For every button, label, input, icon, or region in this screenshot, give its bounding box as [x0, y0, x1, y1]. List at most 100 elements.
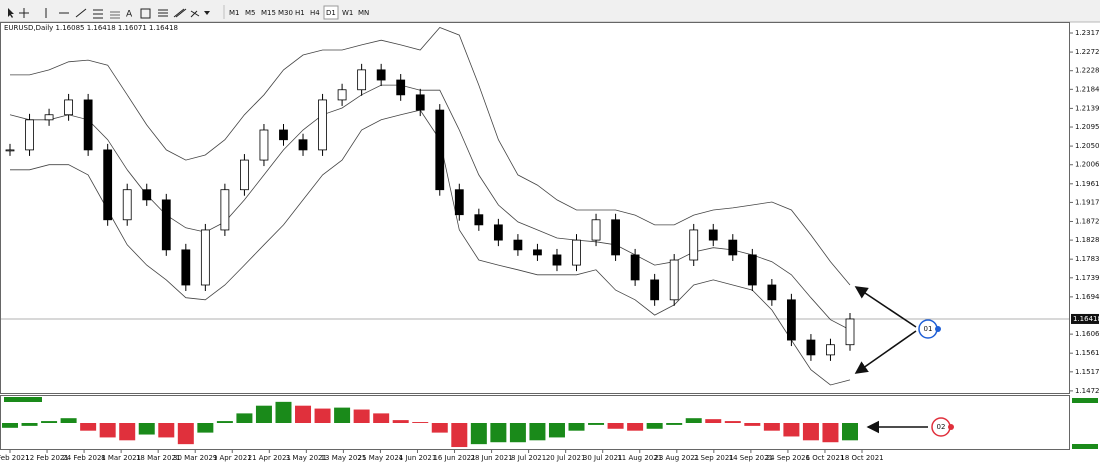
oscillator-bar	[158, 423, 175, 438]
current-price-box	[1071, 313, 1099, 324]
timeframe-button[interactable]: M15	[261, 9, 276, 17]
x-tick-label: 8 Jul 2021	[511, 454, 546, 462]
candle-body	[552, 254, 562, 266]
x-tick-label: 2 Sep 2021	[694, 454, 734, 462]
oscillator-bar	[802, 423, 819, 441]
candle-body	[493, 224, 503, 241]
oscillator-bar	[21, 423, 38, 426]
y-tick-label: 1.19610	[1075, 180, 1100, 188]
candle-body	[376, 69, 386, 81]
oscillator-bar	[197, 423, 214, 433]
oscillator-bar	[80, 423, 97, 431]
timeframe-button[interactable]: M1	[229, 9, 240, 17]
oscillator-bar	[236, 413, 253, 423]
oscillator-bar	[353, 409, 370, 423]
bollinger-lower	[10, 109, 851, 386]
candle-body	[64, 99, 74, 116]
oscillator-bar	[334, 407, 351, 423]
candle-body	[630, 254, 640, 281]
candle-body	[786, 299, 796, 341]
x-tick-label: 23 Aug 2021	[654, 454, 699, 462]
crosshair-tool[interactable]	[19, 8, 29, 18]
oscillator-bar	[822, 423, 839, 443]
candle-body	[454, 189, 464, 216]
oscillator-pane	[0, 395, 1070, 450]
oscillator-bar	[119, 423, 136, 441]
timeframe-button[interactable]: H1	[295, 9, 305, 17]
x-tick-label: 12 Feb 2021	[25, 454, 69, 462]
candle-body	[728, 239, 738, 256]
oscillator-bar	[627, 423, 644, 431]
y-tick-label: 1.19170	[1075, 198, 1100, 206]
annotation-arrows	[854, 286, 928, 434]
y-tick-label: 1.20060	[1075, 161, 1100, 169]
candle-body	[533, 249, 542, 256]
oscillator-bar	[138, 423, 155, 435]
y-tick-label: 1.20500	[1075, 142, 1100, 150]
channel-tool[interactable]	[93, 9, 103, 19]
candle-body	[396, 79, 406, 96]
timeframe-button[interactable]: MN	[358, 9, 369, 17]
candle-body	[5, 149, 15, 152]
y-tick-label: 1.23170	[1075, 29, 1100, 37]
text-tool[interactable]: A	[126, 10, 133, 20]
candle-body	[435, 109, 445, 191]
y-tick-label: 1.17390	[1075, 274, 1100, 282]
oscillator-bar	[509, 423, 526, 443]
fibo-tool[interactable]	[110, 11, 120, 19]
timeframe-button[interactable]: H4	[310, 9, 320, 17]
oscillator-bar	[431, 423, 448, 433]
cursor-tool[interactable]	[8, 8, 14, 18]
x-tick-label: 30 Jul 2021	[583, 454, 623, 462]
oscillator-bar	[490, 423, 507, 443]
x-tick-label: 18 Oct 2021	[840, 454, 883, 462]
toolbar-bg	[0, 0, 1100, 22]
shapes-tool[interactable]	[190, 10, 200, 18]
candle-body	[513, 239, 523, 251]
candle-body	[650, 279, 660, 301]
main-pane	[0, 22, 1070, 394]
lines-tool[interactable]	[158, 9, 168, 17]
y-tick-label: 1.15170	[1075, 368, 1100, 376]
timeframes: M1 M5 M15 M30 H1 H4 D1 W1 MN	[229, 5, 369, 20]
x-tick-label: 4 Jun 2021	[399, 454, 437, 462]
candle-body	[708, 229, 718, 241]
price-layer	[1, 27, 1069, 386]
y-tick-label: 1.16060	[1075, 330, 1100, 338]
candle-body	[357, 69, 367, 91]
label-tool[interactable]	[140, 8, 151, 19]
oscillator-bar	[412, 422, 429, 423]
timeframe-button[interactable]: D1	[326, 9, 336, 17]
current-price-label: 1.16418	[1073, 315, 1100, 323]
annotation-dot	[948, 424, 954, 430]
oscillator-bar	[451, 423, 468, 448]
oscillator-bar	[646, 423, 663, 429]
oscillator-bar	[588, 423, 605, 425]
x-tick-label: 1 Feb 2021	[0, 454, 30, 462]
y-tick-label: 1.21840	[1075, 85, 1100, 93]
trendline-tool[interactable]	[75, 8, 87, 18]
candle-body	[259, 129, 269, 161]
x-tick-label: 24 Sep 2021	[766, 454, 810, 462]
candle-body	[669, 259, 679, 301]
x-tick-label: 11 Aug 2021	[617, 454, 662, 462]
timeframe-active	[323, 5, 339, 20]
x-tick-label: 28 Jun 2021	[471, 454, 513, 462]
candle-body	[337, 89, 347, 101]
timeframe-button[interactable]: W1	[342, 9, 353, 17]
oscillator-bar	[470, 423, 487, 445]
x-tick-label: 3 May 2021	[286, 454, 327, 462]
annotation-label: 02	[937, 423, 946, 431]
candle-body	[181, 249, 191, 286]
timeframe-button[interactable]: M30	[278, 9, 293, 17]
pitchfork-tool[interactable]	[173, 8, 187, 18]
arrows-tool[interactable]	[204, 11, 210, 15]
y-tick-label: 1.22720	[1075, 48, 1100, 56]
timeframe-button[interactable]: M5	[245, 9, 256, 17]
oscillator-layer	[2, 401, 858, 448]
candle-body	[161, 199, 171, 251]
osc-scale-box	[1072, 398, 1098, 403]
axes: 1.23170 1.22720 1.22280 1.21840 1.21390 1.209…	[0, 29, 1100, 462]
x-tick-label: 25 May 2021	[358, 454, 404, 462]
